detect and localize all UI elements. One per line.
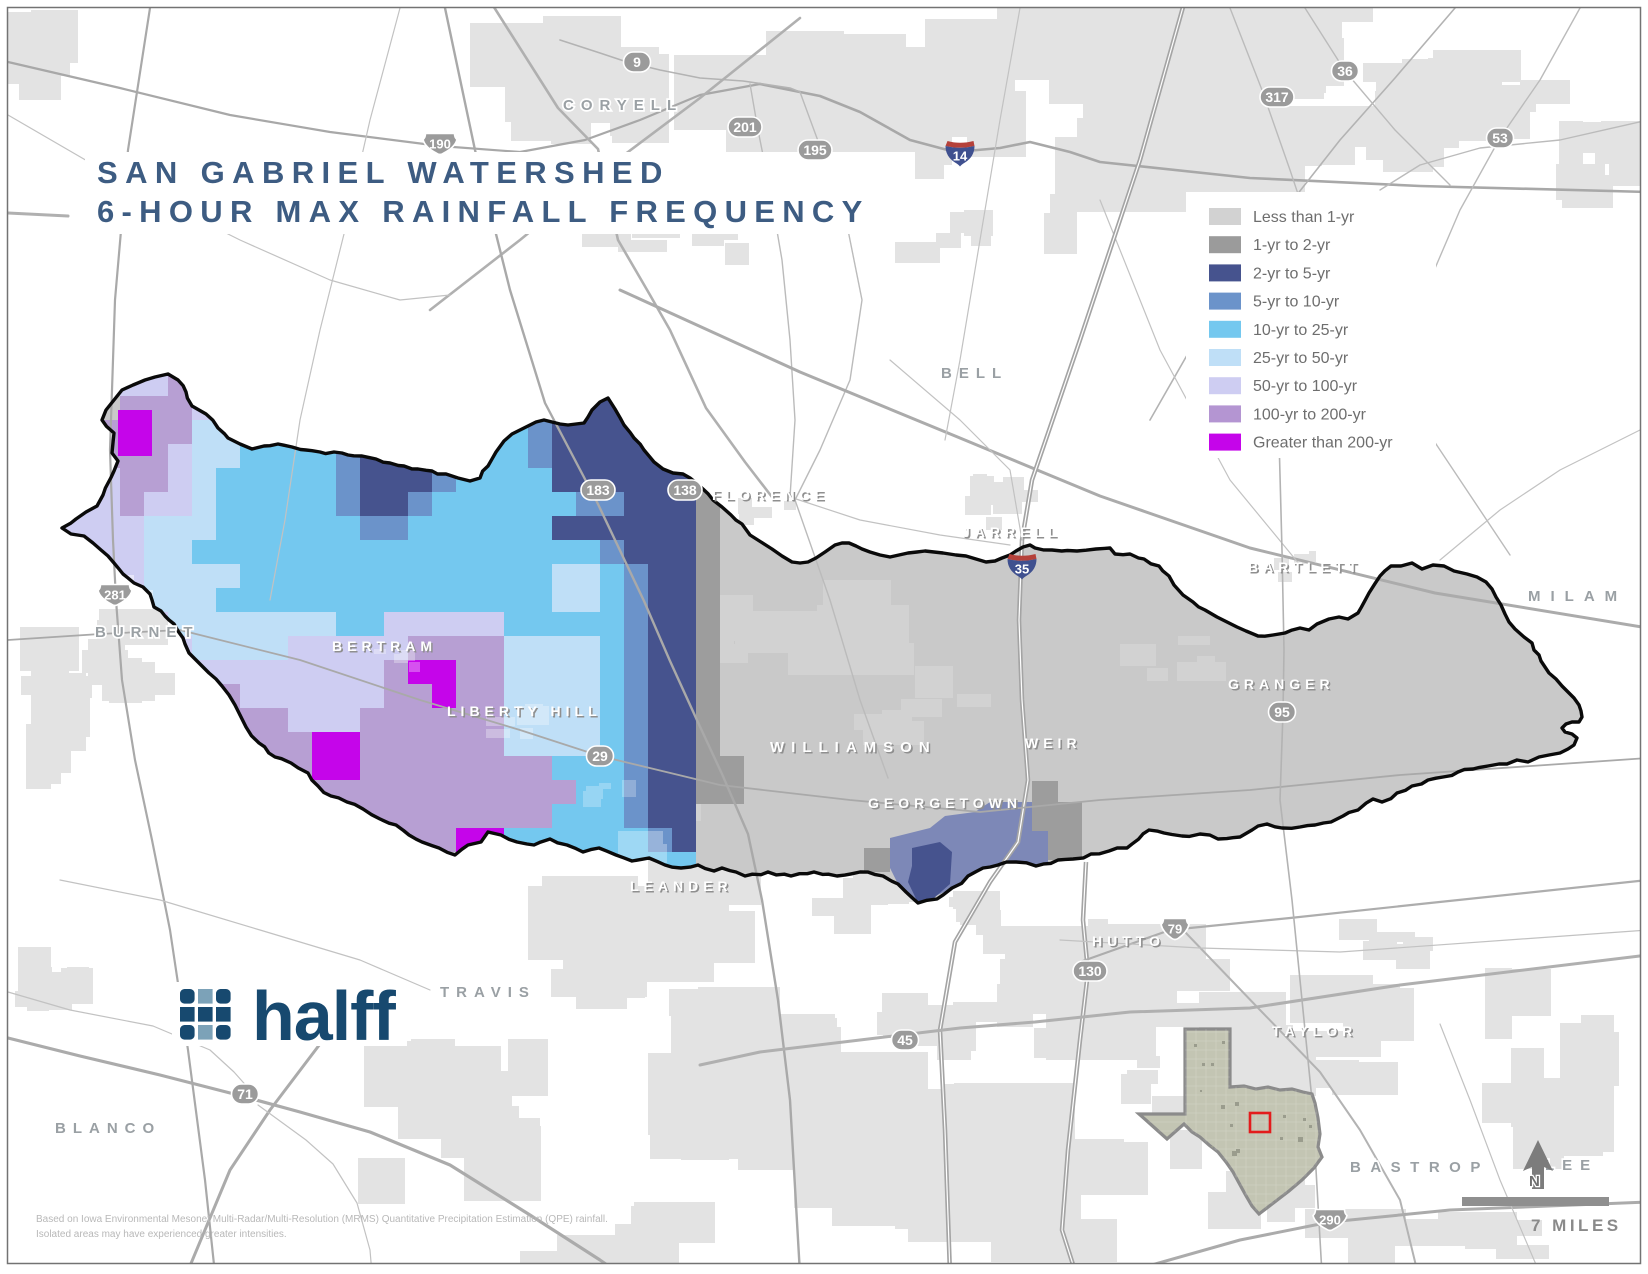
svg-text:190: 190 [429,137,451,152]
svg-text:FLORENCE: FLORENCE [714,489,831,505]
svg-text:281: 281 [104,588,126,603]
svg-text:317: 317 [1265,89,1289,105]
svg-text:JARRELL: JARRELL [962,524,1062,540]
svg-text:36: 36 [1337,63,1353,79]
svg-text:BELL: BELL [941,365,1008,382]
svg-text:Based on Iowa Environmental Me: Based on Iowa Environmental Mesonet Mult… [36,1214,608,1225]
svg-text:MILAM: MILAM [1528,588,1627,605]
svg-text:BERTRAM: BERTRAM [334,640,439,656]
svg-text:2-yr to 5-yr: 2-yr to 5-yr [1253,265,1331,282]
svg-text:GRANGER: GRANGER [1230,678,1337,694]
svg-text:halff: halff [252,977,396,1055]
svg-text:WILLIAMSON: WILLIAMSON [770,739,937,756]
svg-text:79: 79 [1168,922,1182,937]
svg-text:10-yr to 25-yr: 10-yr to 25-yr [1253,322,1349,339]
svg-text:45: 45 [897,1032,913,1048]
svg-text:29: 29 [592,748,608,764]
svg-text:25-yr to 50-yr: 25-yr to 50-yr [1253,350,1349,367]
svg-text:290: 290 [1319,1213,1341,1228]
svg-text:5-yr to 10-yr: 5-yr to 10-yr [1253,294,1340,311]
svg-text:CORYELL: CORYELL [563,97,683,114]
svg-text:WILLIAMSON: WILLIAMSON [772,741,939,758]
svg-text:LIBERTY HILL: LIBERTY HILL [447,703,602,719]
svg-text:BARTLETT: BARTLETT [1250,561,1364,577]
svg-text:50-yr to 100-yr: 50-yr to 100-yr [1253,378,1358,395]
svg-text:7 MILES: 7 MILES [1531,1216,1622,1235]
svg-text:1-yr to 2-yr: 1-yr to 2-yr [1253,237,1331,254]
svg-text:14: 14 [953,149,968,164]
svg-text:6-HOUR MAX RAINFALL FREQUENCY: 6-HOUR MAX RAINFALL FREQUENCY [97,194,870,229]
svg-text:195: 195 [803,142,827,158]
svg-text:BASTROP: BASTROP [1350,1159,1490,1176]
svg-text:LEANDER: LEANDER [630,878,733,894]
svg-text:BURNET: BURNET [95,624,200,641]
svg-text:SAN GABRIEL WATERSHED: SAN GABRIEL WATERSHED [97,155,670,190]
svg-text:35: 35 [1015,562,1029,577]
svg-text:WEIR: WEIR [1025,735,1082,751]
svg-text:LIBERTY HILL: LIBERTY HILL [449,705,604,721]
svg-text:WEIR: WEIR [1027,737,1084,753]
svg-text:BERTRAM: BERTRAM [332,638,437,654]
svg-text:TRAVIS: TRAVIS [440,984,536,1001]
svg-text:201: 201 [733,119,757,135]
svg-text:GEORGETOWN: GEORGETOWN [870,797,1024,813]
svg-text:BARTLETT: BARTLETT [1248,559,1362,575]
svg-text:95: 95 [1274,704,1290,720]
svg-text:100-yr to 200-yr: 100-yr to 200-yr [1253,406,1367,423]
svg-text:HUTTO: HUTTO [1092,933,1165,949]
svg-text:138: 138 [673,482,697,498]
svg-text:N: N [1529,1173,1540,1190]
svg-text:JARRELL: JARRELL [964,526,1064,542]
svg-text:TAYLOR: TAYLOR [1274,1025,1359,1041]
svg-text:GEORGETOWN: GEORGETOWN [868,795,1022,811]
svg-text:71: 71 [237,1086,253,1102]
svg-text:53: 53 [1492,130,1508,146]
svg-text:Greater than 200-yr: Greater than 200-yr [1253,435,1393,452]
svg-text:TAYLOR: TAYLOR [1272,1023,1357,1039]
svg-text:Isolated areas may have experi: Isolated areas may have experienced grea… [36,1229,287,1240]
svg-text:130: 130 [1078,963,1102,979]
svg-text:LEANDER: LEANDER [632,880,735,896]
svg-text:FLORENCE: FLORENCE [712,487,829,503]
svg-text:9: 9 [633,54,641,70]
svg-text:LEE: LEE [1545,1157,1598,1174]
svg-text:183: 183 [586,482,610,498]
svg-text:GRANGER: GRANGER [1228,676,1335,692]
svg-text:Less than 1-yr: Less than 1-yr [1253,209,1355,226]
svg-text:HUTTO: HUTTO [1094,935,1167,951]
svg-text:BLANCO: BLANCO [55,1120,161,1137]
